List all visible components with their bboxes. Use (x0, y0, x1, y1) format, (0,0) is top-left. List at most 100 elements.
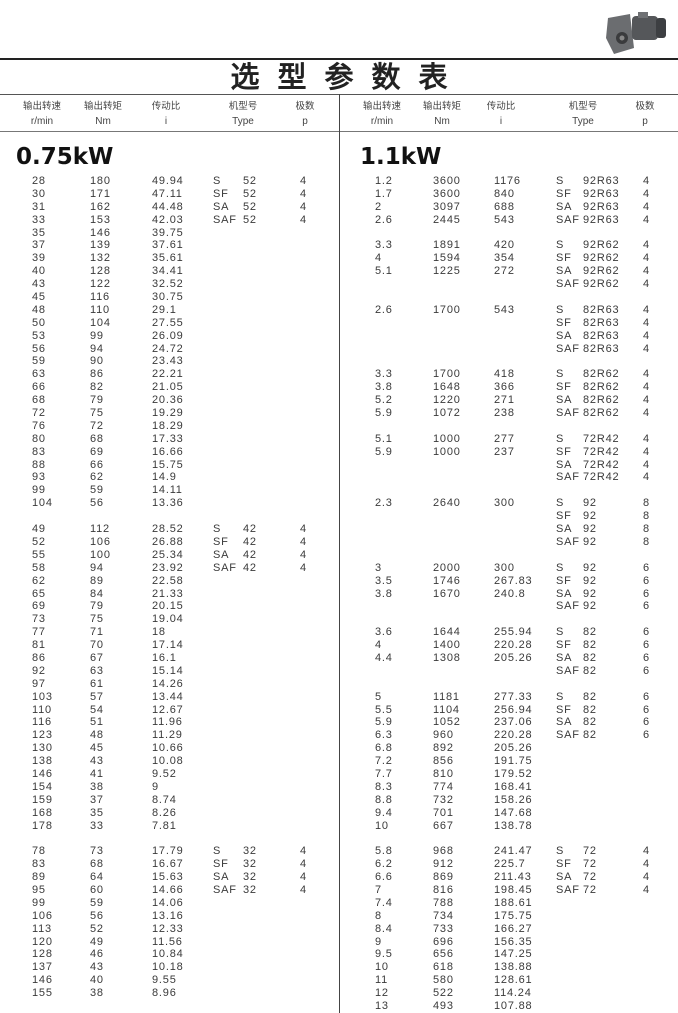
pole-count: 4 (643, 316, 650, 329)
gear-ratio: 147.25 (494, 948, 533, 961)
gear-ratio: 240.8 (494, 587, 526, 600)
pole-count: 6 (643, 664, 650, 677)
pole-count: 4 (643, 883, 650, 896)
gear-ratio: 267.83 (494, 574, 533, 587)
type-prefix: SF (556, 510, 572, 523)
type-model: 92 (583, 497, 597, 510)
output-torque: 63 (90, 664, 104, 677)
output-speed: 3 (375, 561, 382, 574)
output-torque: 1746 (433, 574, 461, 587)
output-speed: 88 (32, 458, 46, 471)
gear-ratio: 256.94 (494, 703, 533, 716)
output-speed: 48 (32, 303, 46, 316)
gear-ratio: 168.41 (494, 780, 533, 793)
type-model: 32 (243, 883, 257, 896)
type-model: 92R62 (583, 252, 620, 265)
type-prefix: SA (213, 871, 230, 884)
gear-ratio: 26.88 (152, 535, 184, 548)
output-speed: 5.9 (375, 445, 393, 458)
output-speed: 113 (32, 922, 52, 935)
type-prefix: S (556, 432, 565, 445)
type-prefix: S (213, 175, 222, 187)
output-speed: 9.4 (375, 806, 393, 819)
power-rating-heading: 1.1kW (360, 144, 442, 170)
type-model: 82R63 (583, 303, 620, 316)
gear-ratio: 14.9 (152, 471, 177, 484)
pole-count: 4 (300, 883, 307, 896)
output-speed: 86 (32, 651, 46, 664)
output-speed: 89 (32, 871, 46, 884)
output-speed: 35 (32, 226, 46, 239)
gear-ratio: 191.75 (494, 755, 533, 768)
header-ratio-en: i (499, 116, 503, 127)
pole-count: 6 (643, 639, 650, 652)
gear-ratio: 12.67 (152, 703, 184, 716)
output-torque: 46 (90, 948, 104, 961)
type-model: 82R62 (583, 407, 620, 420)
output-speed: 5.8 (375, 845, 393, 858)
output-torque: 774 (433, 780, 454, 793)
type-prefix: S (556, 239, 565, 252)
gear-ratio: 205.26 (494, 742, 533, 755)
output-speed: 10 (375, 819, 389, 832)
pole-count: 4 (643, 407, 650, 420)
output-torque: 52 (90, 922, 104, 935)
output-speed: 12 (375, 987, 389, 1000)
pole-count: 4 (300, 175, 307, 187)
type-prefix: S (213, 523, 222, 536)
output-torque: 1891 (433, 239, 461, 252)
type-prefix: SF (556, 445, 572, 458)
pole-count: 4 (643, 252, 650, 265)
output-speed: 68 (32, 394, 46, 407)
output-speed: 4.4 (375, 651, 393, 664)
output-torque: 912 (433, 858, 454, 871)
type-model: 72R42 (583, 432, 620, 445)
type-model: 92R63 (583, 175, 620, 187)
output-speed: 6.8 (375, 742, 393, 755)
output-torque: 90 (90, 355, 104, 368)
type-model: 92R62 (583, 239, 620, 252)
output-speed: 52 (32, 535, 46, 548)
type-model: 52 (243, 175, 257, 187)
pole-count: 4 (643, 458, 650, 471)
output-torque: 89 (90, 574, 104, 587)
pole-count: 6 (643, 690, 650, 703)
page-title: 选型参数表 (230, 60, 466, 94)
header-ratio-cn: 传动比 (486, 101, 516, 112)
output-torque: 1181 (433, 690, 460, 703)
output-speed: 49 (32, 523, 46, 536)
output-speed: 7.2 (375, 755, 393, 768)
output-torque: 162 (90, 200, 111, 213)
pole-count: 4 (300, 561, 307, 574)
type-prefix: SAF (556, 535, 580, 548)
gear-ratio: 543 (494, 213, 515, 226)
gear-ratio: 114.24 (494, 987, 532, 1000)
output-speed: 5.1 (375, 265, 393, 278)
gear-ratio: 8.96 (152, 987, 177, 1000)
output-speed: 5.2 (375, 394, 393, 407)
type-model: 72 (583, 845, 597, 858)
gear-ratio: 107.88 (494, 1000, 533, 1012)
output-speed: 56 (32, 342, 46, 355)
output-torque: 38 (90, 987, 104, 1000)
output-torque: 49 (90, 935, 104, 948)
output-speed: 110 (32, 703, 52, 716)
output-speed: 92 (32, 664, 46, 677)
output-speed: 99 (32, 484, 46, 497)
output-speed: 62 (32, 574, 46, 587)
output-torque: 146 (90, 226, 111, 239)
type-model: 92R63 (583, 187, 620, 200)
gear-ratio: 22.58 (152, 574, 184, 587)
gear-ratio: 14.26 (152, 677, 184, 690)
gear-ratio: 16.67 (152, 858, 184, 871)
output-speed: 138 (32, 755, 53, 768)
output-speed: 5.5 (375, 703, 393, 716)
type-model: 82 (583, 729, 597, 742)
pole-count: 6 (643, 626, 650, 639)
output-torque: 732 (433, 793, 454, 806)
gear-ratio: 840 (494, 187, 515, 200)
output-torque: 33 (90, 819, 104, 832)
type-prefix: SAF (556, 471, 580, 484)
output-speed: 9 (375, 935, 382, 948)
output-speed: 59 (32, 355, 46, 368)
